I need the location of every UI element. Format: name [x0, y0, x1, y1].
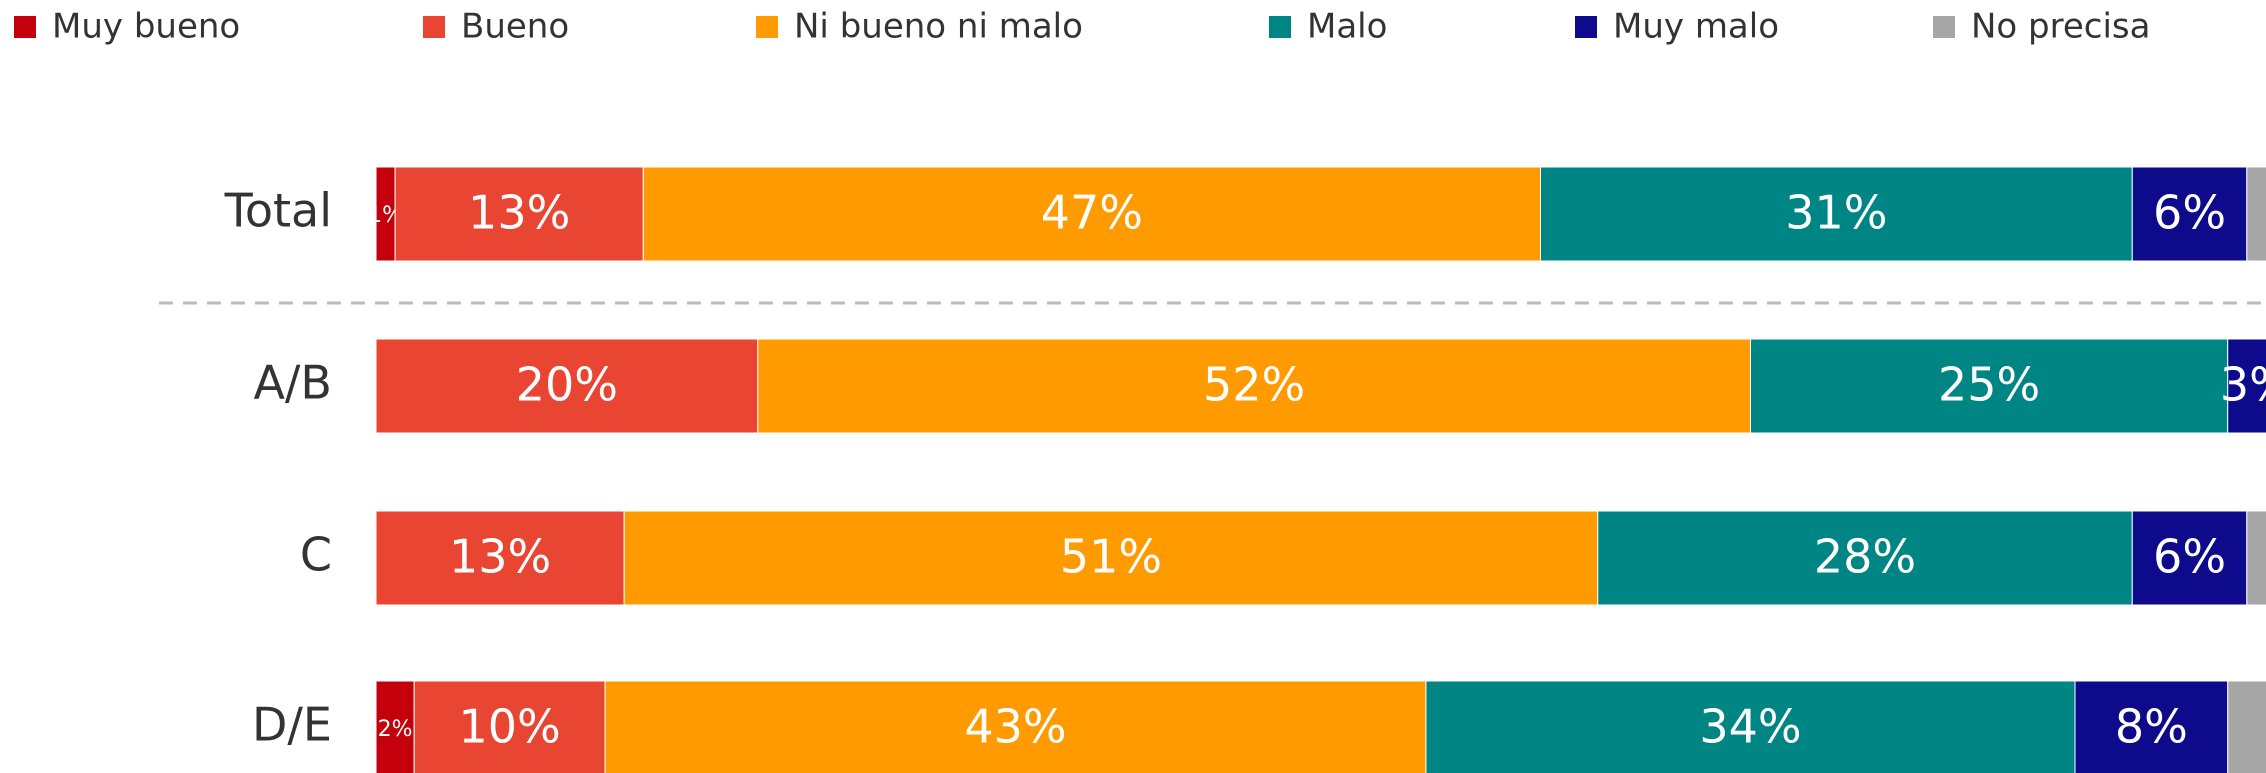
data-label: 3% [2220, 358, 2266, 412]
data-label: 52% [1203, 358, 1305, 412]
bar-segment [604, 680, 1427, 773]
data-label: 20% [516, 358, 618, 412]
legend-swatch [423, 16, 445, 38]
legend-swatch [14, 16, 36, 38]
legend-label: Muy bueno [52, 7, 240, 47]
bar-segment [1749, 338, 2229, 434]
bar-segment [375, 510, 625, 606]
bar-segment [1425, 680, 2076, 773]
data-label: 6% [2153, 530, 2226, 584]
legend-swatch [756, 16, 778, 38]
bar-segment [2227, 338, 2266, 434]
data-label: 31% [1785, 186, 1887, 240]
bar-segment [2246, 510, 2266, 606]
legend-label: No precisa [1971, 7, 2150, 47]
category-label: A/B [253, 356, 332, 410]
legend-swatch [1933, 16, 1955, 38]
data-label: 2% [378, 717, 413, 742]
legend-label: Ni bueno ni malo [794, 7, 1083, 47]
data-label: 25% [1938, 358, 2040, 412]
data-label: 28% [1814, 530, 1916, 584]
category-label: C [300, 528, 332, 582]
bar-segment [2131, 510, 2248, 606]
data-label: 10% [459, 700, 561, 754]
bar-segment [2246, 166, 2266, 262]
legend-label: Malo [1307, 7, 1387, 47]
data-label: 6% [2153, 186, 2226, 240]
legend-swatch [1575, 16, 1597, 38]
bar-segment [394, 166, 644, 262]
category-label: D/E [252, 698, 332, 752]
bar-segment [413, 680, 606, 773]
bar-segment [375, 338, 759, 434]
data-label: 13% [449, 530, 551, 584]
bar-segment [623, 510, 1599, 606]
legend-label: Bueno [461, 7, 569, 47]
data-label: 51% [1060, 530, 1162, 584]
category-label: Total [224, 184, 332, 238]
legend-label: Muy malo [1613, 7, 1779, 47]
bar-segment [1597, 510, 2133, 606]
bar-segment [642, 166, 1541, 262]
data-label: 47% [1041, 186, 1143, 240]
bar-segment [2227, 680, 2266, 773]
bar-segment [757, 338, 1751, 434]
bar-segment [375, 680, 415, 773]
data-label: 8% [2115, 700, 2188, 754]
bar-segment [2074, 680, 2229, 773]
bar-segment [1539, 166, 2133, 262]
legend-swatch [1269, 16, 1291, 38]
data-label: 13% [468, 186, 570, 240]
data-label: 43% [964, 700, 1066, 754]
data-label: 34% [1699, 700, 1801, 754]
